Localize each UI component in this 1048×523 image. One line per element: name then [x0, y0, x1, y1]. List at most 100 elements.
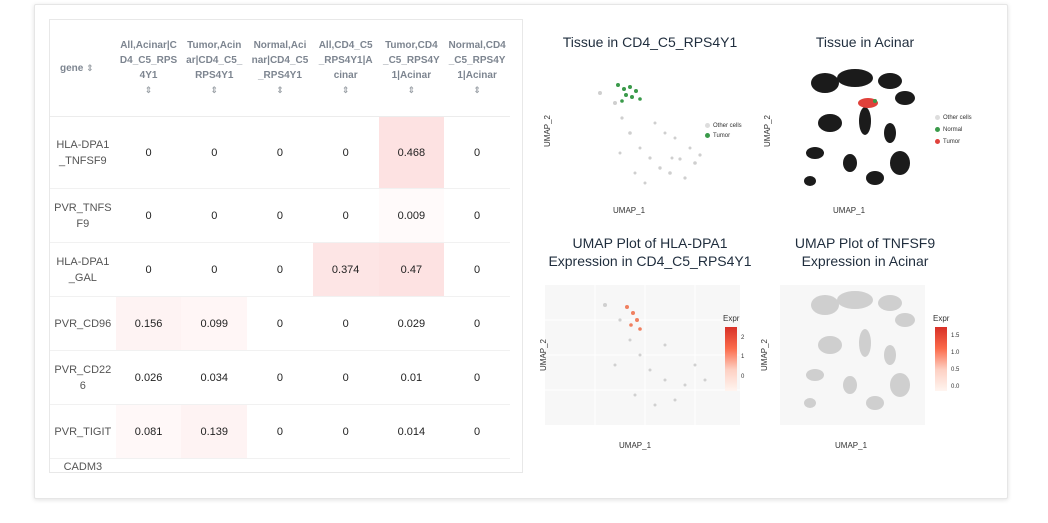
x-axis-label: UMAP_1	[835, 441, 868, 450]
value-cell: 0	[312, 350, 379, 405]
value-cell: 0	[342, 146, 349, 159]
table-row[interactable]: HLA-DPA1_TNFSF9 0 0 0 0 0.468 0	[50, 116, 510, 189]
scale-tick-label: 0	[741, 374, 745, 380]
y-axis-label: UMAP_2	[543, 114, 552, 147]
table-row[interactable]: PVR_CD226 0.026 0.034 0 0 0.01 0	[50, 350, 510, 405]
value-cell: 0.014	[378, 404, 445, 459]
value-cell: 0	[444, 242, 510, 297]
results-table-container[interactable]: gene ⇕ All,Acinar|CD4_C5_RPS4Y1 ⇕ Tumor,A…	[49, 19, 523, 473]
value-cell: 0.099	[181, 296, 248, 351]
value-cell: 0	[247, 188, 313, 243]
results-table: gene ⇕ All,Acinar|CD4_C5_RPS4Y1 ⇕ Tumor,A…	[50, 20, 510, 472]
value-cell: 0	[211, 146, 218, 159]
value-cell: 0	[181, 242, 248, 297]
gene-cell: PVR_TIGIT	[50, 404, 116, 459]
value-cell: 0	[474, 146, 481, 159]
legend-title: Expr	[933, 314, 950, 323]
sort-icon[interactable]: ⇕	[210, 85, 219, 95]
value-cell: 0	[312, 296, 379, 351]
gene-cell: HLA-DPA1_TNFSF9	[56, 138, 110, 167]
legend-item-normal: Normal	[935, 127, 962, 133]
sort-icon[interactable]: ⇕	[407, 85, 416, 95]
value-cell: 0	[247, 404, 313, 459]
value-cell: 0.01	[378, 350, 445, 405]
umap-tissue-cd4-plot	[560, 63, 730, 203]
expression-color-scale	[725, 327, 737, 391]
value-cell: 0	[312, 404, 379, 459]
plot-title-hla-dpa1-expression: UMAP Plot of HLA-DPA1 Expression in CD4_…	[548, 235, 752, 269]
legend-title: Expr	[723, 314, 740, 323]
table-row[interactable]: PVR_CD96 0.156 0.099 0 0 0.029 0	[50, 296, 510, 351]
scale-tick-label: 0.5	[951, 367, 960, 373]
umap-tissue-acinar-plot	[804, 69, 915, 186]
value-cell: 0.081	[115, 404, 182, 459]
table-header-row: gene ⇕ All,Acinar|CD4_C5_RPS4Y1 ⇕ Tumor,A…	[50, 20, 510, 117]
value-cell: 0	[115, 188, 182, 243]
value-cell: 0.468	[378, 116, 445, 189]
column-header[interactable]: Normal,Acinar|CD4_C5_RPS4Y1 ⇕	[247, 20, 313, 117]
value-cell: 0	[247, 296, 313, 351]
value-cell: 0.139	[181, 404, 248, 459]
legend-swatch	[705, 133, 710, 138]
value-cell: 0	[312, 188, 379, 243]
value-cell: 0.374	[312, 242, 379, 297]
sort-icon[interactable]: ⇕	[86, 62, 94, 73]
gene-cell: PVR_TNFSF9	[50, 188, 116, 243]
value-cell	[115, 458, 182, 472]
value-cell	[312, 458, 379, 472]
sort-icon[interactable]: ⇕	[276, 85, 284, 95]
legend-swatch	[935, 127, 940, 132]
y-axis-label: UMAP_2	[539, 338, 548, 371]
x-axis-label: UMAP_1	[833, 206, 866, 215]
scale-tick-label: 2	[741, 335, 745, 341]
umap-expression-tnfsf9-plot	[780, 285, 925, 425]
y-axis-label: UMAP_2	[760, 338, 769, 371]
value-cell: 0	[145, 146, 152, 159]
value-cell: 0	[247, 350, 313, 405]
gene-cell: PVR_CD96	[50, 296, 116, 351]
expression-color-scale	[935, 327, 947, 391]
value-cell: 0.034	[181, 350, 248, 405]
column-header[interactable]: All,CD4_C5_RPS4Y1|Acinar ⇕	[312, 20, 379, 117]
legend-item-other-cells: Other cells	[935, 115, 972, 121]
value-cell: 0	[115, 242, 182, 297]
legend-swatch	[935, 115, 940, 120]
value-cell: 0.156	[115, 296, 182, 351]
table-row[interactable]: HLA-DPA1_GAL 0 0 0 0.374 0.47 0	[50, 242, 510, 297]
gene-cell: CADM3	[50, 458, 116, 472]
scale-tick-label: 1.5	[951, 333, 960, 339]
column-header[interactable]: Tumor,CD4_C5_RPS4Y1|Acinar ⇕	[378, 20, 445, 117]
value-cell: 0.009	[378, 188, 445, 243]
value-cell: 0	[444, 350, 510, 405]
scale-tick-label: 1.0	[951, 350, 960, 356]
sort-icon[interactable]: ⇕	[341, 85, 350, 95]
value-cell: 0.47	[378, 242, 445, 297]
content-card: gene ⇕ All,Acinar|CD4_C5_RPS4Y1 ⇕ Tumor,A…	[34, 4, 1008, 499]
gene-cell: HLA-DPA1_GAL	[50, 242, 116, 297]
plot-title-tnfsf9-expression: UMAP Plot of TNFSF9 Expression in Acinar	[794, 235, 936, 269]
value-cell	[247, 458, 313, 472]
column-header[interactable]: All,Acinar|CD4_C5_RPS4Y1 ⇕	[115, 20, 182, 117]
value-cell: 0	[444, 296, 510, 351]
value-cell	[181, 458, 248, 472]
table-row[interactable]: CADM3	[50, 458, 510, 472]
column-header[interactable]: Normal,CD4_C5_RPS4Y1|Acinar ⇕	[444, 20, 510, 117]
sort-icon[interactable]: ⇕	[144, 85, 153, 95]
sort-icon[interactable]: ⇕	[473, 85, 481, 95]
value-cell	[444, 458, 510, 472]
value-cell: 0	[444, 404, 510, 459]
value-cell: 0.029	[378, 296, 445, 351]
x-axis-label: UMAP_1	[619, 441, 652, 450]
column-header-gene[interactable]: gene ⇕	[50, 20, 116, 117]
value-cell: 0	[181, 188, 248, 243]
table-row[interactable]: PVR_TIGIT 0.081 0.139 0 0 0.014 0	[50, 404, 510, 459]
table-row[interactable]: PVR_TNFSF9 0 0 0 0 0.009 0	[50, 188, 510, 243]
column-header[interactable]: Tumor,Acinar|CD4_C5_RPS4Y1 ⇕	[181, 20, 248, 117]
y-axis-label: UMAP_2	[763, 114, 772, 147]
gene-cell: PVR_CD226	[50, 350, 116, 405]
value-cell: 0	[444, 188, 510, 243]
scale-tick-label: 0.0	[951, 384, 960, 390]
value-cell: 0	[247, 242, 313, 297]
legend-item-tumor: Tumor	[935, 139, 960, 145]
legend-swatch	[705, 123, 710, 128]
